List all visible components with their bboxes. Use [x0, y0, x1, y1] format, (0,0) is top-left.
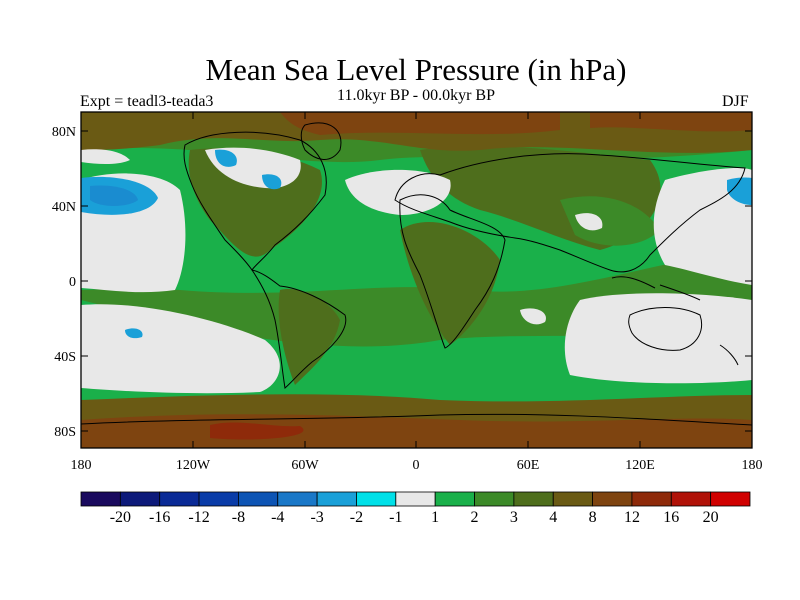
- lat-tick-label: 40N: [52, 200, 76, 215]
- colorbar-label: 1: [431, 509, 439, 526]
- colorbar-label: -20: [110, 509, 131, 526]
- season-label: DJF: [722, 93, 749, 110]
- lat-ticks: [81, 130, 752, 432]
- experiment-label: Expt = teadl3-teada3: [80, 93, 214, 110]
- lon-tick-label: 120E: [625, 458, 655, 473]
- coastlines: [81, 122, 752, 426]
- colorbar-swatch: [552, 491, 593, 507]
- lon-tick-label: 60E: [517, 458, 540, 473]
- colorbar-swatch: [631, 491, 672, 507]
- colorbar-label: 4: [549, 509, 557, 526]
- map-title: Mean Sea Level Pressure (in hPa): [205, 52, 627, 87]
- colorbar-label: 3: [510, 509, 518, 526]
- colorbar-swatch: [119, 491, 161, 507]
- lat-tick-label: 80N: [52, 125, 76, 140]
- colorbar: -20 -16 -12 -8 -4 -3 -2 -1 1 2 3 4 8 12 16 20: [80, 491, 751, 526]
- colorbar-label: -16: [149, 509, 170, 526]
- colorbar-label: 12: [624, 509, 640, 526]
- colorbar-swatch: [316, 491, 357, 507]
- colorbar-swatch: [395, 491, 436, 507]
- colorbar-label: -8: [232, 509, 245, 526]
- map-subtitle: 11.0kyr BP - 00.0kyr BP: [337, 87, 495, 104]
- lon-tick-label: 60W: [291, 458, 319, 473]
- lon-ticks: [192, 112, 641, 448]
- lon-tick-label: 180: [742, 458, 763, 473]
- lon-tick-label: 120W: [176, 458, 211, 473]
- colorbar-label: -1: [389, 509, 402, 526]
- colorbar-label: -2: [350, 509, 363, 526]
- colorbar-label: -4: [271, 509, 284, 526]
- colorbar-swatch: [434, 491, 475, 507]
- lon-tick-label: 180: [71, 458, 92, 473]
- colorbar-swatch: [474, 491, 515, 507]
- colorbar-swatch: [513, 491, 554, 507]
- lon-tick-label: 0: [413, 458, 420, 473]
- colorbar-swatch: [80, 491, 121, 507]
- colorbar-swatch: [356, 491, 397, 507]
- colorbar-label: 20: [703, 509, 719, 526]
- colorbar-swatch: [592, 491, 633, 507]
- colorbar-label: 16: [663, 509, 679, 526]
- colorbar-swatch: [159, 491, 200, 507]
- colorbar-label: -12: [188, 509, 209, 526]
- colorbar-label: 8: [589, 509, 597, 526]
- colorbar-swatch: [277, 491, 318, 507]
- colorbar-swatch: [198, 491, 239, 507]
- colorbar-swatch: [710, 491, 751, 507]
- pressure-field: [81, 112, 752, 448]
- colorbar-label: 2: [471, 509, 479, 526]
- colorbar-swatch: [670, 491, 712, 507]
- colorbar-label: -3: [310, 509, 323, 526]
- colorbar-swatch: [238, 491, 279, 507]
- lat-tick-label: 40S: [54, 350, 76, 365]
- lat-tick-label: 0: [69, 275, 76, 290]
- lat-tick-label: 80S: [54, 425, 76, 440]
